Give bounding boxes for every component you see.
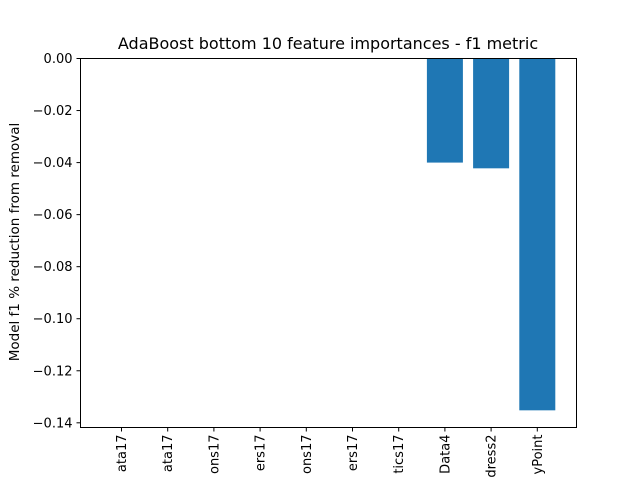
y-tick-label: −0.06: [33, 208, 73, 223]
x-tick-label: yPoint: [531, 435, 546, 475]
plot-frame: [80, 58, 577, 428]
y-tick-label: −0.04: [33, 156, 73, 171]
y-tick-label: −0.08: [33, 260, 73, 275]
x-tick-label: ata17: [115, 435, 130, 473]
x-tick-label: dress2: [485, 435, 500, 478]
y-tick-label: 0.00: [44, 52, 73, 67]
x-tick-label: ata17: [161, 435, 176, 473]
bar-10: [519, 58, 556, 411]
x-axis: ata17 ata17 ons17 ers17 ons17 ers17 tics17 Data…: [115, 427, 546, 478]
x-tick-label: ers17: [346, 435, 361, 472]
chart-title: AdaBoost bottom 10 feature importances -…: [118, 34, 538, 53]
y-tick-label: −0.02: [33, 104, 73, 119]
bar-8: [426, 58, 463, 163]
y-tick-label: −0.12: [33, 364, 73, 379]
y-tick-label: −0.10: [33, 312, 73, 327]
y-axis: 0.00 −0.02 −0.04 −0.06 −0.08 −0.10 −0.12 −0.14: [33, 52, 81, 431]
bar-9: [473, 58, 510, 169]
y-axis-label: Model f1 % reduction from removal: [7, 123, 23, 362]
y-tick-label: −0.14: [33, 416, 73, 431]
x-tick-label: ers17: [254, 435, 269, 472]
x-tick-label: tics17: [392, 435, 407, 474]
bars: [426, 58, 556, 411]
x-tick-label: ons17: [207, 435, 222, 475]
x-tick-label: Data4: [438, 435, 453, 474]
x-tick-label: ons17: [300, 435, 315, 475]
